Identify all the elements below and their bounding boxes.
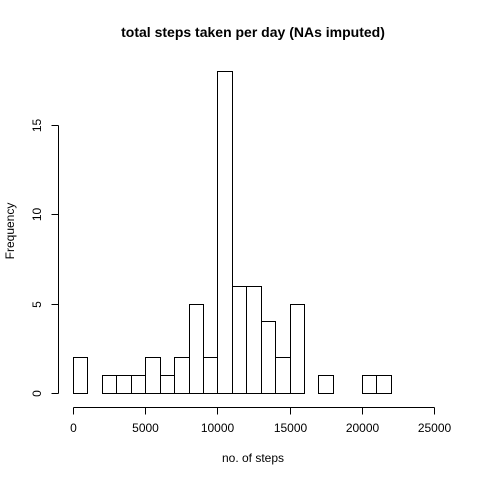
x-tick-label: 25000 bbox=[418, 421, 452, 435]
histogram-bar bbox=[276, 358, 291, 394]
histogram-bar bbox=[247, 287, 262, 394]
histogram-bar bbox=[363, 376, 377, 394]
histogram-bar bbox=[233, 287, 247, 394]
histogram-bar bbox=[190, 305, 204, 394]
x-tick-label: 10000 bbox=[201, 421, 235, 435]
y-axis: 0 5 10 15 bbox=[30, 119, 59, 397]
histogram-bar bbox=[204, 358, 218, 394]
x-tick-label: 20000 bbox=[346, 421, 380, 435]
histogram-bars bbox=[74, 72, 392, 394]
x-tick-label: 5000 bbox=[132, 421, 159, 435]
y-axis-label: Frequency bbox=[3, 203, 17, 260]
histogram-bar bbox=[103, 376, 117, 394]
histogram-bar bbox=[319, 376, 334, 394]
x-tick-label: 0 bbox=[70, 421, 77, 435]
x-axis: 0 5000 10000 15000 20000 25000 bbox=[70, 408, 451, 436]
histogram-bar bbox=[218, 72, 233, 394]
y-tick-label: 15 bbox=[30, 119, 44, 133]
histogram-bar bbox=[377, 376, 392, 394]
histogram-bar bbox=[161, 376, 175, 394]
x-axis-label: no. of steps bbox=[222, 451, 284, 465]
histogram-bar bbox=[175, 358, 190, 394]
y-tick-label: 10 bbox=[30, 208, 44, 222]
histogram-bar bbox=[146, 358, 161, 394]
y-tick-label: 0 bbox=[30, 390, 44, 397]
histogram-bar bbox=[291, 305, 305, 394]
y-tick-label: 5 bbox=[30, 301, 44, 308]
histogram-bar bbox=[262, 322, 276, 394]
histogram-bar bbox=[74, 358, 88, 394]
chart-title: total steps taken per day (NAs imputed) bbox=[121, 24, 385, 40]
histogram-bar bbox=[132, 376, 146, 394]
histogram-bar bbox=[117, 376, 132, 394]
x-tick-label: 15000 bbox=[274, 421, 308, 435]
